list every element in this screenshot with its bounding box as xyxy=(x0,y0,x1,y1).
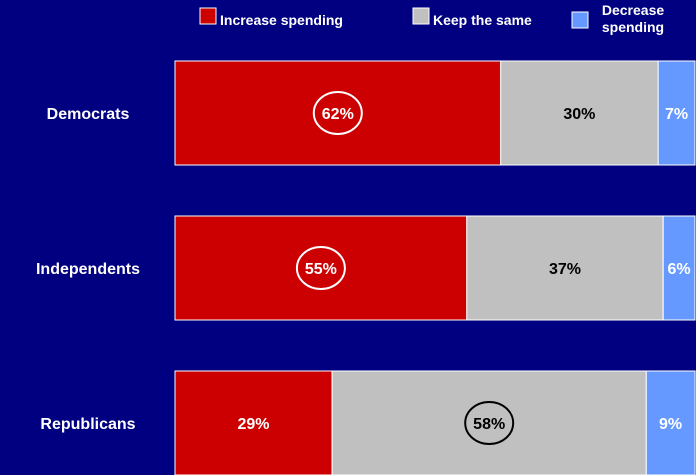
legend-label-increase-spending: Increase spending xyxy=(220,12,343,28)
highlight-circle-independents xyxy=(295,246,346,290)
bar-independents-decrease-spending xyxy=(662,215,696,321)
bar-republicans-decrease-spending xyxy=(645,370,696,475)
legend-label-decrease-spending-line-1: Decrease xyxy=(602,2,664,18)
data-label-republicans-decrease-spending: 9% xyxy=(659,416,682,433)
highlight-circle-republicans xyxy=(464,401,515,445)
data-label-republicans-increase-spending: 29% xyxy=(237,416,269,433)
bar-democrats-decrease-spending xyxy=(657,60,696,166)
data-label-democrats-decrease-spending: 7% xyxy=(665,106,688,123)
data-label-independents-keep-the-same: 37% xyxy=(549,261,581,278)
highlight-circle-democrats xyxy=(312,91,363,135)
data-label-independents-decrease-spending: 6% xyxy=(668,261,691,278)
data-label-independents-increase-spending: 55% xyxy=(305,261,337,278)
data-label-democrats-increase-spending: 62% xyxy=(322,106,354,123)
legend-label-decrease-spending-line-2: spending xyxy=(602,19,664,35)
data-label-republicans-keep-the-same: 58% xyxy=(473,416,505,433)
category-label-republicans: Republicans xyxy=(40,416,135,433)
bar-democrats-increase-spending xyxy=(174,60,502,166)
legend-swatch-decrease-spending xyxy=(571,11,589,29)
category-label-democrats: Democrats xyxy=(47,106,130,123)
bar-republicans-increase-spending xyxy=(174,370,333,475)
bar-independents-keep-the-same xyxy=(466,215,664,321)
bar-republicans-keep-the-same xyxy=(331,370,647,475)
legend-swatch-keep-the-same xyxy=(412,7,430,25)
legend-label-keep-the-same: Keep the same xyxy=(433,12,532,28)
bar-democrats-keep-the-same xyxy=(500,60,659,166)
data-label-democrats-keep-the-same: 30% xyxy=(563,106,595,123)
category-label-independents: Independents xyxy=(36,261,140,278)
bar-independents-increase-spending xyxy=(174,215,468,321)
legend-swatch-increase-spending xyxy=(199,7,217,25)
